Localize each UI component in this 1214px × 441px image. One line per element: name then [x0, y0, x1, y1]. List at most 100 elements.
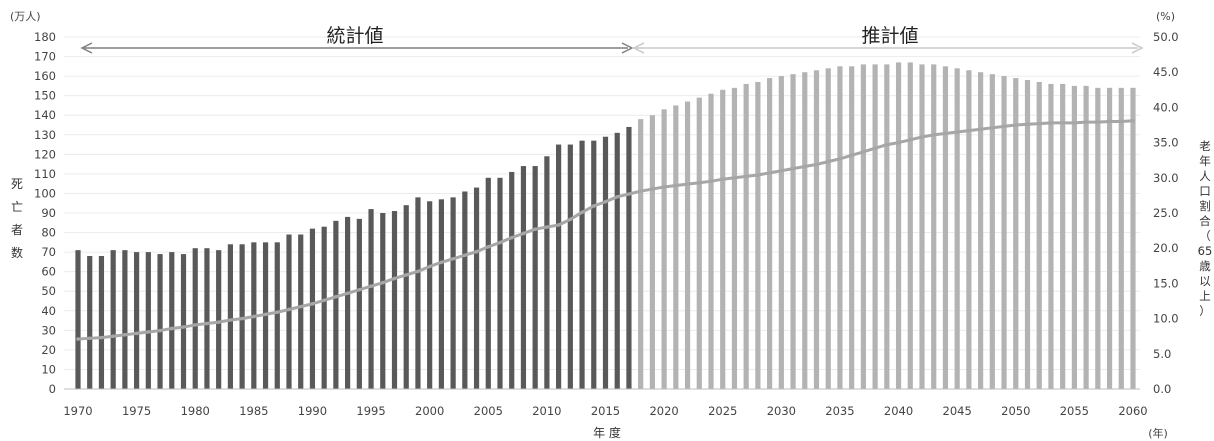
right-axis-label-char: 歳: [1199, 259, 1211, 273]
left-tick-label: 40: [41, 304, 56, 318]
line-point-2007: [509, 235, 514, 240]
bar-2006: [497, 177, 503, 389]
line-point-2002: [451, 256, 455, 261]
x-tick-label: 2010: [532, 404, 561, 418]
line-point-2051: [1025, 122, 1030, 127]
bar-1983: [227, 244, 233, 389]
line-series-aging-rate: [76, 118, 1135, 341]
right-tick-label: 50.0: [1153, 30, 1179, 44]
right-axis-label-char: 年: [1199, 154, 1211, 168]
statistical-arrow-left-head: [80, 42, 93, 54]
line-point-2016: [615, 195, 620, 199]
line-point-2046: [967, 128, 971, 133]
line-point-1997: [392, 276, 397, 281]
bar-2014: [591, 140, 597, 389]
bar-2027: [743, 83, 749, 389]
right-axis-label-char: 割: [1199, 199, 1211, 213]
bar-2009: [532, 166, 538, 389]
line-point-1996: [380, 280, 385, 285]
bar-2025: [720, 89, 726, 390]
bar-2040: [895, 62, 902, 390]
bar-2058: [1106, 87, 1113, 389]
right-axis-label-char: 合: [1199, 214, 1211, 228]
left-tick-label: 30: [41, 323, 56, 337]
x-tick-label: 1990: [298, 404, 327, 418]
line-point-1977: [158, 328, 162, 333]
line-point-1993: [345, 291, 350, 296]
bar-2007: [509, 171, 515, 389]
right-axis-unit: (%): [1156, 10, 1175, 23]
bar-2041: [907, 62, 913, 390]
bar-2017: [626, 126, 632, 389]
bar-1994: [356, 218, 362, 389]
line-point-2048: [990, 126, 995, 130]
line-point-2011: [556, 223, 561, 227]
left-tick-label: 20: [41, 343, 56, 357]
line-point-1974: [123, 332, 127, 337]
bar-2029: [767, 78, 773, 390]
left-tick-label: 10: [41, 362, 56, 376]
line-point-2001: [439, 260, 444, 265]
bar-2013: [579, 140, 585, 389]
line-point-2012: [568, 217, 573, 222]
line-point-2059: [1119, 119, 1124, 124]
left-tick-label: 130: [34, 128, 56, 142]
bar-1990: [309, 228, 316, 389]
bar-2026: [731, 87, 738, 389]
bar-2037: [860, 64, 866, 389]
bar-2001: [438, 199, 444, 389]
x-tick-label: 2030: [767, 404, 796, 418]
line-point-1999: [416, 269, 420, 274]
line-point-1980: [193, 323, 198, 327]
x-tick-label: 2045: [943, 404, 972, 418]
line-point-1978: [169, 326, 174, 331]
line-point-2053: [1049, 121, 1053, 125]
left-axis-label-char: 亡: [11, 200, 23, 214]
bar-2056: [1083, 85, 1089, 389]
bar-1979: [180, 254, 187, 389]
bar-2004: [473, 187, 480, 389]
line-point-2034: [826, 159, 831, 164]
line-point-1976: [146, 330, 151, 334]
line-point-2024: [709, 179, 713, 184]
line-point-2010: [545, 225, 549, 229]
line-point-2047: [978, 127, 983, 132]
line-point-1995: [369, 284, 373, 289]
bar-2021: [673, 105, 679, 389]
right-axis-label-char: 老: [1199, 139, 1211, 153]
bar-2019: [649, 115, 655, 389]
left-tick-label: 100: [34, 186, 56, 200]
x-tick-label: 1980: [181, 404, 210, 418]
line-point-2033: [814, 162, 819, 167]
bar-2036: [849, 66, 855, 389]
bar-2010: [544, 156, 550, 389]
line-point-1981: [205, 321, 209, 326]
bar-2002: [450, 197, 456, 389]
line-point-2056: [1084, 120, 1088, 124]
x-axis-label: 年 度: [593, 425, 621, 440]
left-tick-label: 90: [41, 206, 56, 220]
line-point-2058: [1107, 119, 1112, 124]
bar-2044: [942, 66, 949, 389]
bar-1972: [98, 256, 105, 389]
line-point-2039: [885, 142, 889, 147]
right-axis-label-char: 人: [1199, 169, 1211, 183]
x-tick-label: 1985: [239, 404, 268, 418]
bar-1976: [145, 252, 151, 389]
right-tick-label: 25.0: [1153, 206, 1179, 220]
projected-arrow-right-head: [1131, 42, 1144, 54]
right-tick-label: 40.0: [1153, 100, 1179, 114]
bar-2053: [1048, 83, 1054, 389]
bar-2015: [602, 136, 609, 389]
line-point-2049: [1002, 124, 1006, 129]
line-point-2050: [1013, 123, 1018, 127]
bar-2050: [1013, 78, 1019, 390]
x-tick-label: 2050: [1001, 404, 1030, 418]
right-tick-label: 45.0: [1153, 65, 1179, 79]
bar-1978: [169, 252, 175, 389]
x-tick-label: 2005: [474, 404, 503, 418]
bar-1971: [87, 256, 93, 389]
line-point-2014: [591, 204, 596, 208]
line-point-1979: [181, 325, 186, 329]
